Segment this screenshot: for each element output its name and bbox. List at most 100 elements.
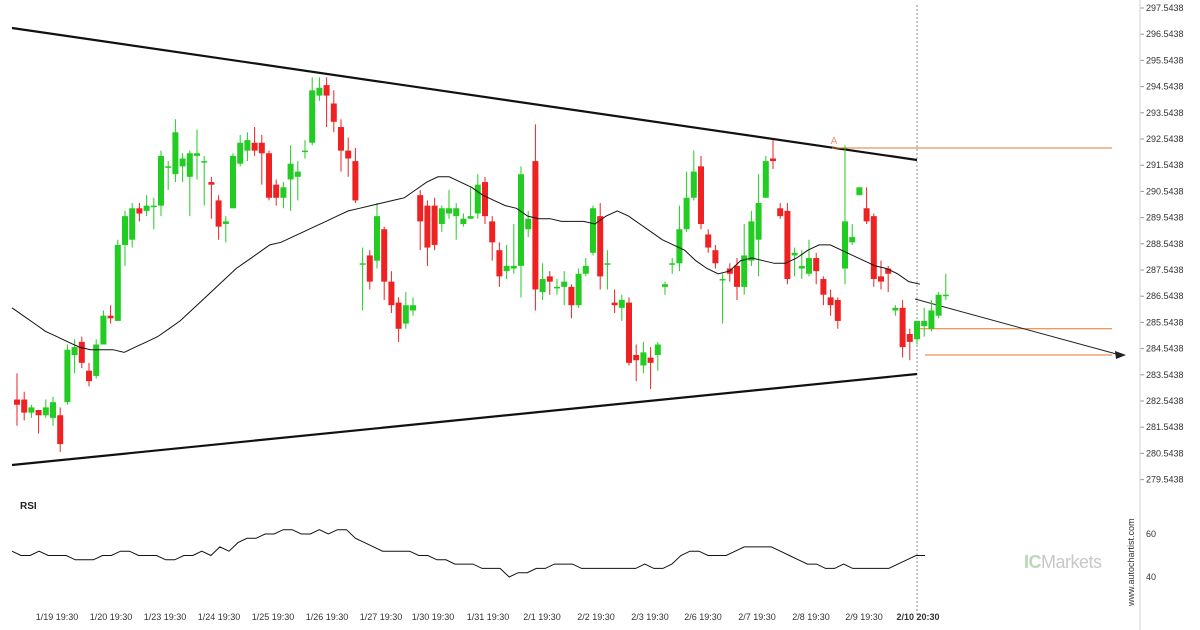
candle-body xyxy=(626,302,632,363)
candle-body xyxy=(14,399,20,405)
candle-body xyxy=(150,205,157,208)
candle xyxy=(78,336,85,369)
candle xyxy=(582,258,589,277)
candle-body xyxy=(914,320,920,340)
candle xyxy=(438,205,445,232)
candle-body xyxy=(129,208,136,240)
y-tick-label: 292.5438 xyxy=(1146,134,1184,144)
candle xyxy=(676,205,683,272)
candle xyxy=(122,210,128,266)
candle-body xyxy=(806,258,812,274)
candle-body xyxy=(510,265,517,269)
x-tick-label: 1/27 19:30 xyxy=(360,612,403,622)
candle xyxy=(813,252,820,285)
candle-body xyxy=(770,158,776,162)
candle-body xyxy=(294,171,301,177)
candle xyxy=(107,305,114,324)
y-tick-label: 287.5438 xyxy=(1146,265,1184,275)
candle xyxy=(136,203,143,222)
candle-body xyxy=(827,297,834,306)
brand-ic: IC xyxy=(1024,552,1042,572)
candle-body xyxy=(194,153,200,156)
candle xyxy=(842,145,848,285)
candle xyxy=(179,153,186,183)
candle xyxy=(417,189,424,251)
candle-body xyxy=(410,305,416,311)
candle xyxy=(647,347,654,390)
candle xyxy=(849,223,856,245)
candle-body xyxy=(474,184,481,214)
candle xyxy=(597,203,604,290)
candle xyxy=(489,216,496,261)
candle-body xyxy=(78,341,85,363)
candle-body xyxy=(460,218,467,224)
y-tick-label: 286.5438 xyxy=(1146,291,1184,301)
candle-body xyxy=(417,195,424,222)
candle-body xyxy=(604,263,611,265)
candle-body xyxy=(186,153,193,177)
candle xyxy=(921,307,928,337)
candle-body xyxy=(863,208,870,222)
candle-body xyxy=(683,197,690,230)
candle xyxy=(302,140,308,159)
candle-body xyxy=(928,310,935,329)
candle xyxy=(928,299,935,332)
y-tick-label: 284.5438 xyxy=(1146,344,1184,354)
candle-body xyxy=(856,187,863,196)
candle-body xyxy=(100,315,107,345)
candle xyxy=(474,174,481,219)
candle-body xyxy=(489,221,496,243)
forecast-arrow-head xyxy=(1115,350,1126,359)
candle-body xyxy=(64,349,71,403)
candle-body xyxy=(741,255,748,287)
candle-body xyxy=(381,229,388,282)
y-tick-label: 285.5438 xyxy=(1146,317,1184,327)
candle-body xyxy=(338,127,344,151)
candle xyxy=(186,150,193,217)
candle xyxy=(590,205,596,256)
candle xyxy=(172,119,179,183)
candle xyxy=(784,203,791,285)
x-tick-label: 1/23 19:30 xyxy=(144,612,187,622)
candle xyxy=(316,77,323,101)
candle-body xyxy=(431,205,438,245)
rsi-panel: RSI 60 40 xyxy=(11,501,1156,582)
candle-body xyxy=(136,208,143,214)
candle xyxy=(906,328,913,361)
candle xyxy=(942,273,949,300)
candle xyxy=(510,223,517,274)
moving-average-line xyxy=(11,176,921,353)
candle xyxy=(496,242,503,287)
candle-body xyxy=(424,205,431,248)
y-tick-label: 296.5438 xyxy=(1146,29,1184,39)
candle-body xyxy=(28,407,35,413)
x-tick-label: 1/20 19:30 xyxy=(90,612,133,622)
resistance-trendline xyxy=(11,26,918,162)
candle-body xyxy=(230,155,236,209)
candle xyxy=(258,134,265,185)
candle xyxy=(690,150,697,201)
y-tick-label: 288.5438 xyxy=(1146,239,1184,249)
candle xyxy=(827,289,834,316)
candle xyxy=(323,77,330,128)
candle xyxy=(467,187,474,219)
candle-body xyxy=(921,320,928,327)
candle-body xyxy=(546,276,553,282)
candle-body xyxy=(582,265,589,274)
candle-body xyxy=(561,281,568,287)
x-tick-label: 2/2 19:30 xyxy=(577,612,615,622)
candle-body xyxy=(676,229,683,264)
x-tick-label: 1/19 19:30 xyxy=(36,612,79,622)
candle xyxy=(273,179,280,206)
autochartist-watermark: www.autochartist.com xyxy=(1126,518,1136,606)
candle-body xyxy=(662,284,668,287)
candle xyxy=(446,189,452,219)
candle-body xyxy=(633,354,640,361)
candle xyxy=(806,239,812,277)
candle xyxy=(395,297,402,342)
candle xyxy=(150,197,157,230)
candle-body xyxy=(107,315,114,319)
candle-body xyxy=(885,268,892,274)
candle xyxy=(698,155,704,230)
candle xyxy=(712,244,719,269)
